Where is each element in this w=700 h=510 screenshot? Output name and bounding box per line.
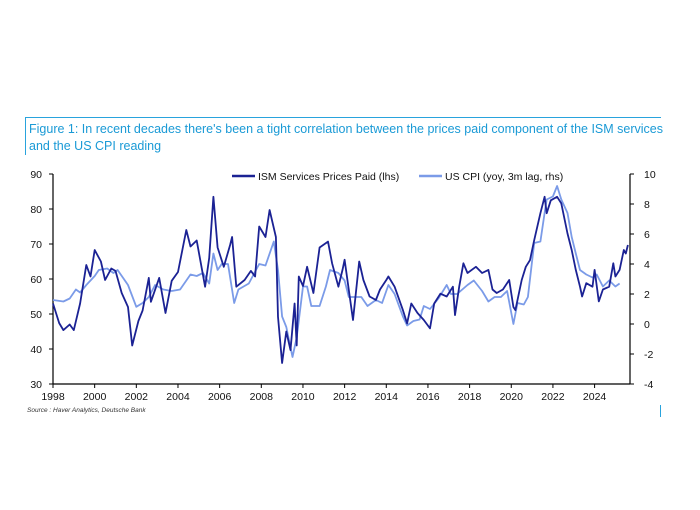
x-tick-label: 2008 [250,391,274,403]
series-line-us-cpi [52,185,621,358]
y-right-tick-label: -2 [644,349,653,361]
y-right-tick-label: 2 [644,289,650,301]
x-tick-label: 2014 [375,391,399,403]
title-frame-top-rule [25,117,661,118]
y-left-tick-label: 40 [30,344,42,356]
y-left-tick-label: 90 [30,169,42,181]
x-tick-label: 2016 [416,391,440,403]
y-left-tick-label: 80 [30,204,42,216]
x-tick-label: 2004 [166,391,190,403]
y-right-tick-label: 6 [644,229,650,241]
y-right-tick-label: 10 [644,169,656,181]
x-tick-label: 2002 [125,391,149,403]
x-tick-label: 1998 [41,391,65,403]
x-tick-label: 2018 [458,391,482,403]
x-tick-label: 2000 [83,391,107,403]
series-lines [52,185,629,364]
chart-title: Figure 1: In recent decades there's been… [29,122,663,153]
frame-right-mark [660,405,661,417]
y-left-tick-label: 50 [30,309,42,321]
x-tick-label: 2020 [500,391,524,403]
axes: 30 40 50 60 70 80 90 -4 -2 0 2 4 6 8 10 1998 2000 2002 200… [30,169,656,403]
x-tick-label: 2010 [291,391,315,403]
legend-label-ism: ISM Services Prices Paid (lhs) [258,171,399,183]
x-tick-label: 2024 [583,391,607,403]
title-frame-left-rule [25,117,26,155]
x-tick-label: 2012 [333,391,357,403]
y-right-tick-label: 0 [644,319,650,331]
source-note: Source : Haver Analytics, Deutsche Bank [27,407,146,414]
y-left-tick-label: 60 [30,274,42,286]
x-tick-label: 2006 [208,391,232,403]
y-left-tick-label: 30 [30,379,42,391]
legend-label-cpi: US CPI (yoy, 3m lag, rhs) [445,171,563,183]
x-tick-label: 2022 [541,391,565,403]
series-line-ism-services-prices-paid [52,195,629,364]
legend: ISM Services Prices Paid (lhs) US CPI (y… [232,171,563,183]
y-left-tick-label: 70 [30,239,42,251]
y-right-tick-label: -4 [644,379,653,391]
y-right-tick-label: 8 [644,199,650,211]
y-right-tick-label: 4 [644,259,650,271]
